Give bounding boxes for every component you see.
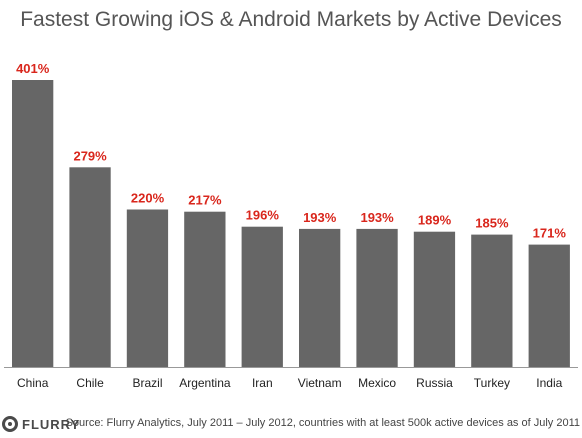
category-label: Vietnam <box>298 376 342 390</box>
category-label: Russia <box>416 376 453 390</box>
value-label: 171% <box>533 226 567 241</box>
category-label: Turkey <box>474 376 510 390</box>
source-note: Source: Flurry Analytics, July 2011 – Ju… <box>65 417 580 429</box>
bar-turkey <box>471 234 513 367</box>
category-label: Brazil <box>132 376 162 390</box>
bar-iran <box>241 226 283 367</box>
value-label: 196% <box>246 208 280 223</box>
value-label: 279% <box>73 148 107 163</box>
bar-russia <box>413 231 456 367</box>
value-label: 193% <box>360 210 394 225</box>
bar-brazil <box>126 209 169 367</box>
flurry-logo: FLURRY <box>2 414 80 434</box>
bar-argentina <box>184 211 226 367</box>
bar-vietnam <box>299 228 341 367</box>
flurry-logo-text: FLURRY <box>22 416 81 432</box>
category-label: Mexico <box>358 376 396 390</box>
bar-chile <box>69 167 111 367</box>
bar-india <box>528 244 570 367</box>
category-label: Iran <box>252 376 273 390</box>
chart-title: Fastest Growing iOS & Android Markets by… <box>20 8 562 31</box>
value-label: 193% <box>303 210 337 225</box>
bar-mexico <box>356 228 398 367</box>
footer: FLURRY Source: Flurry Analytics, July 20… <box>0 410 582 438</box>
value-label: 189% <box>418 213 452 228</box>
bar-china <box>12 80 54 367</box>
category-label: India <box>536 376 562 390</box>
flurry-logo-icon <box>2 416 18 432</box>
value-label: 220% <box>131 191 165 206</box>
category-label: Chile <box>76 376 104 390</box>
value-label: 217% <box>188 193 222 208</box>
bar-chart: 401% China 279% Chile 220% Brazil 217% Argentin… <box>4 61 578 390</box>
category-label: China <box>17 376 49 390</box>
value-label: 401% <box>16 61 50 76</box>
value-label: 185% <box>475 216 509 231</box>
category-label: Argentina <box>179 376 231 390</box>
